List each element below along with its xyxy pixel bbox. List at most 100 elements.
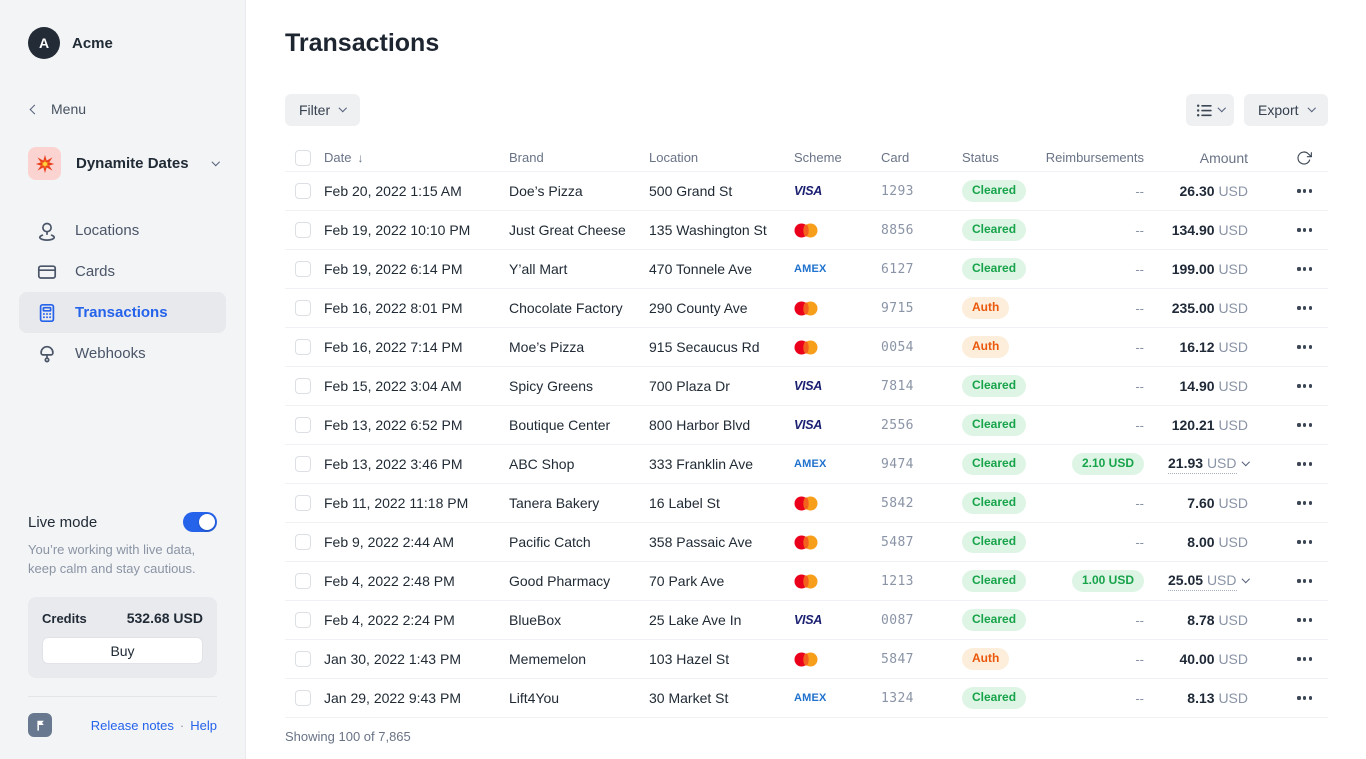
column-header-brand: Brand — [509, 150, 544, 165]
row-actions-button[interactable] — [1297, 224, 1312, 235]
row-actions-button[interactable] — [1297, 536, 1312, 547]
row-checkbox[interactable] — [295, 300, 311, 316]
cell-brand: Good Pharmacy — [509, 573, 611, 589]
row-actions-button[interactable] — [1297, 497, 1312, 508]
filter-button[interactable]: Filter — [285, 94, 360, 126]
row-checkbox[interactable] — [295, 417, 311, 433]
cell-location: 135 Washington St — [649, 222, 767, 238]
row-checkbox[interactable] — [295, 495, 311, 511]
cell-location: 700 Plaza Dr — [649, 378, 730, 394]
sidebar-item-webhooks[interactable]: Webhooks — [19, 333, 226, 374]
row-actions-button[interactable] — [1297, 341, 1312, 352]
row-actions-button[interactable] — [1297, 653, 1312, 664]
row-actions-button[interactable] — [1297, 263, 1312, 274]
row-checkbox[interactable] — [295, 183, 311, 199]
row-checkbox[interactable] — [295, 573, 311, 589]
sidebar-item-cards[interactable]: Cards — [19, 251, 226, 292]
reimbursement-empty: -- — [1135, 495, 1144, 511]
export-button[interactable]: Export — [1244, 94, 1328, 126]
buy-button[interactable]: Buy — [42, 637, 203, 664]
explosion-icon — [35, 154, 54, 173]
chevron-down-icon — [1241, 458, 1250, 466]
cell-card-last4: 1213 — [881, 573, 914, 589]
row-actions-button[interactable] — [1297, 575, 1312, 586]
table-row: Feb 9, 2022 2:44 AM Pacific Catch 358 Pass… — [285, 523, 1328, 562]
reimbursement-badge: 1.00 USD — [1071, 570, 1144, 592]
row-checkbox[interactable] — [295, 339, 311, 355]
menu-back-link[interactable]: Menu — [29, 101, 226, 117]
org-avatar: A — [28, 27, 60, 59]
sidebar-item-transactions[interactable]: Transactions — [19, 292, 226, 333]
row-checkbox[interactable] — [295, 612, 311, 628]
cell-date: Feb 9, 2022 2:44 AM — [324, 534, 454, 550]
cell-card-last4: 0054 — [881, 339, 914, 355]
cell-brand: Spicy Greens — [509, 378, 594, 394]
cell-amount[interactable]: 21.93 USD — [1150, 455, 1262, 474]
row-checkbox[interactable] — [295, 261, 311, 277]
help-link[interactable]: Help — [190, 717, 217, 733]
row-checkbox[interactable] — [295, 651, 311, 667]
export-label: Export — [1258, 102, 1299, 118]
row-checkbox[interactable] — [295, 378, 311, 394]
row-actions-button[interactable] — [1297, 380, 1312, 391]
sidebar-divider — [28, 696, 217, 697]
cell-card-last4: 6127 — [881, 261, 914, 277]
row-checkbox[interactable] — [295, 456, 311, 472]
column-header-status: Status — [962, 150, 999, 165]
cell-card-last4: 9474 — [881, 456, 914, 472]
table-row: Feb 15, 2022 3:04 AM Spicy Greens 700 Plaz… — [285, 367, 1328, 406]
row-actions-button[interactable] — [1297, 614, 1312, 625]
row-actions-button[interactable] — [1297, 302, 1312, 313]
column-header-date[interactable]: Date ↓ — [324, 150, 364, 165]
column-header-scheme: Scheme — [794, 150, 842, 165]
cell-amount[interactable]: 25.05 USD — [1150, 572, 1262, 591]
table-row: Feb 11, 2022 11:18 PM Tanera Bakery 16 Lab… — [285, 484, 1328, 523]
cell-card-last4: 0087 — [881, 612, 914, 628]
row-actions-button[interactable] — [1297, 419, 1312, 430]
chevron-down-icon — [211, 157, 220, 166]
links-separator: · — [179, 717, 185, 733]
status-badge: Cleared — [962, 180, 1027, 202]
workspace-logo — [28, 147, 61, 180]
status-badge: Cleared — [962, 453, 1027, 475]
status-badge: Cleared — [962, 219, 1027, 241]
refresh-button[interactable] — [1296, 150, 1312, 166]
status-badge: Auth — [962, 336, 1010, 358]
live-mode-toggle[interactable] — [183, 512, 217, 533]
cell-location: 333 Franklin Ave — [649, 456, 754, 472]
cell-date: Feb 15, 2022 3:04 AM — [324, 378, 462, 394]
cell-location: 290 County Ave — [649, 300, 748, 316]
row-actions-button[interactable] — [1297, 458, 1312, 469]
row-actions-button[interactable] — [1297, 185, 1312, 196]
select-all-checkbox[interactable] — [295, 149, 311, 166]
reimbursement-empty: -- — [1135, 183, 1144, 199]
chevron-left-icon — [29, 104, 40, 114]
cell-amount: 14.90 USD — [1179, 378, 1249, 394]
row-checkbox[interactable] — [295, 534, 311, 550]
table-header: Date ↓ Brand Location Scheme Card Status … — [285, 144, 1328, 172]
sidebar-item-locations[interactable]: Locations — [19, 210, 226, 251]
cell-brand: BlueBox — [509, 612, 562, 628]
amex-logo-icon: AMEX — [794, 458, 827, 470]
reimbursement-empty: -- — [1135, 612, 1144, 628]
calculator-icon — [36, 302, 58, 324]
page-title: Transactions — [285, 29, 440, 57]
row-actions-button[interactable] — [1297, 692, 1312, 703]
cell-card-last4: 1293 — [881, 183, 914, 199]
workspace-selector[interactable]: Dynamite Dates — [28, 147, 226, 180]
toggle-knob — [199, 514, 215, 531]
cell-brand: Pacific Catch — [509, 534, 591, 550]
transactions-table: Date ↓ Brand Location Scheme Card Status … — [285, 144, 1328, 744]
mastercard-logo-icon — [794, 340, 818, 355]
org-switcher[interactable]: A Acme — [28, 27, 226, 59]
row-checkbox[interactable] — [295, 690, 311, 706]
release-notes-link[interactable]: Release notes — [90, 717, 174, 733]
cell-date: Feb 4, 2022 2:24 PM — [324, 612, 455, 628]
status-badge: Cleared — [962, 492, 1027, 514]
status-badge: Cleared — [962, 375, 1027, 397]
cell-brand: Just Great Cheese — [509, 222, 626, 238]
row-checkbox[interactable] — [295, 222, 311, 238]
column-header-location: Location — [649, 150, 699, 165]
reimbursement-empty: -- — [1135, 222, 1144, 238]
view-options-button[interactable] — [1185, 94, 1235, 126]
